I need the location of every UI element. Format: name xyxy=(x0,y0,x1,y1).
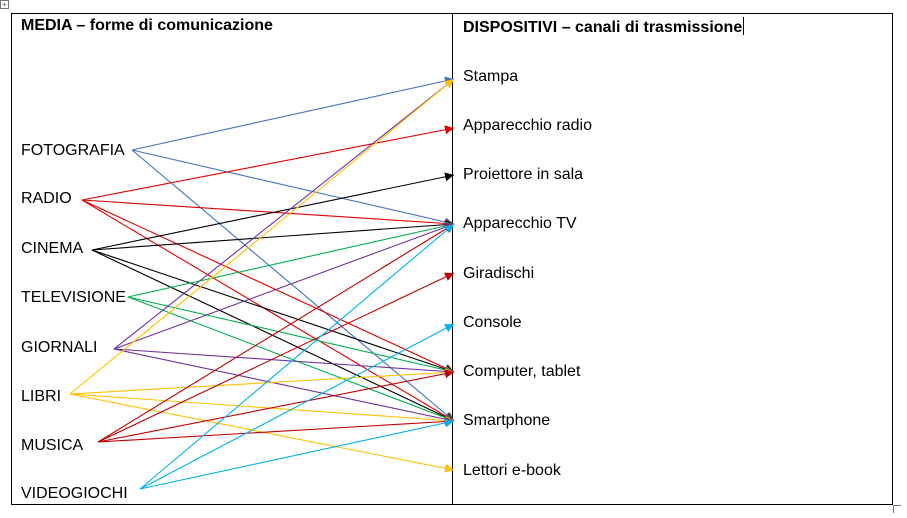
arrow-fotografia-to-stampa xyxy=(131,76,455,151)
media-item-televisione: TELEVISIONE xyxy=(21,289,126,306)
device-item-ebook: Lettori e-book xyxy=(463,462,561,479)
arrow-televisione-to-smartphone xyxy=(127,296,455,423)
arrow-radio-to-radio-set xyxy=(81,125,455,201)
table-move-handle[interactable]: + xyxy=(0,0,9,9)
arrow-radio-to-smartphone xyxy=(81,199,455,422)
arrow-cinema-to-smartphone xyxy=(91,249,455,422)
arrow-musica-to-giradischi xyxy=(97,272,455,443)
media-item-radio: RADIO xyxy=(21,190,72,207)
arrow-cinema-to-computer xyxy=(91,249,455,374)
media-item-fotografia: FOTOGRAFIA xyxy=(21,142,125,159)
arrow-radio-to-computer xyxy=(81,199,455,373)
media-item-videogiochi: VIDEOGIOCHI xyxy=(21,485,128,502)
arrow-fotografia-to-tv xyxy=(131,149,455,227)
device-item-tv: Apparecchio TV xyxy=(463,215,577,232)
devices-header-text: DISPOSITIVI – canali di trasmissione xyxy=(463,19,743,36)
arrow-libri-to-smartphone xyxy=(69,393,455,425)
device-item-smartphone: Smartphone xyxy=(463,412,551,429)
column-divider xyxy=(452,13,453,505)
arrow-giornali-to-computer xyxy=(113,348,455,376)
device-item-stampa: Stampa xyxy=(463,68,519,85)
arrow-televisione-to-tv xyxy=(127,221,455,298)
device-item-computer: Computer, tablet xyxy=(463,363,581,380)
arrow-libri-to-computer xyxy=(69,368,455,395)
arrow-cinema-to-tv xyxy=(91,220,455,251)
arrow-videogiochi-to-smartphone xyxy=(139,418,455,490)
media-item-musica: MUSICA xyxy=(21,437,84,454)
arrow-musica-to-computer xyxy=(97,369,455,443)
arrow-giornali-to-stampa xyxy=(113,78,455,350)
device-item-console: Console xyxy=(463,314,522,331)
arrow-musica-to-smartphone xyxy=(97,417,455,443)
media-item-libri: LIBRI xyxy=(21,388,62,405)
arrow-giornali-to-tv xyxy=(113,222,455,350)
arrow-videogiochi-to-console xyxy=(139,323,455,490)
media-header-text: MEDIA – forme di comunicazione xyxy=(21,17,273,34)
media-item-giornali: GIORNALI xyxy=(21,339,98,356)
table-resize-handle[interactable] xyxy=(893,505,901,513)
arrow-televisione-to-computer xyxy=(127,296,455,375)
arrow-musica-to-tv xyxy=(97,223,455,443)
arrow-radio-to-tv xyxy=(81,199,455,228)
devices-column-header: DISPOSITIVI – canali di trasmissione xyxy=(463,17,745,37)
device-item-proiettore: Proiettore in sala xyxy=(463,166,584,183)
media-column-header: MEDIA – forme di comunicazione xyxy=(21,17,273,35)
device-item-giradischi: Giradischi xyxy=(463,265,535,282)
arrow-fotografia-to-smartphone xyxy=(131,149,455,422)
arrow-libri-to-stampa xyxy=(69,78,455,395)
text-cursor xyxy=(743,17,745,35)
media-item-cinema: CINEMA xyxy=(21,240,84,257)
arrow-giornali-to-smartphone xyxy=(113,348,455,424)
device-item-radio-set: Apparecchio radio xyxy=(463,117,592,134)
arrow-cinema-to-proiettore xyxy=(91,172,455,251)
arrow-videogiochi-to-tv xyxy=(139,223,455,490)
